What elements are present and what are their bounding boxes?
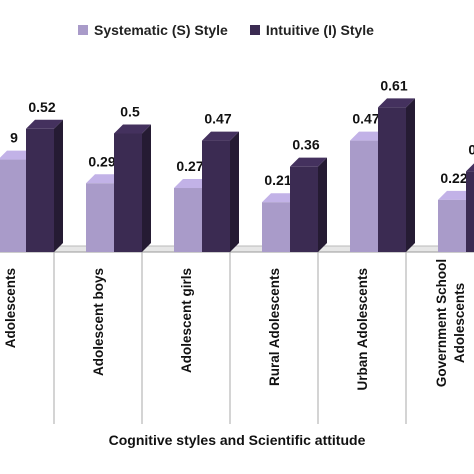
data-label-intuitive-0: 0.52: [28, 99, 55, 115]
x-axis-title: Cognitive styles and Scientific attitude: [108, 432, 366, 448]
data-label-systematic-5: 0.22: [440, 170, 467, 186]
data-label-intuitive-5: 0.34: [468, 141, 474, 157]
category-label-5: Government School Adolescents: [434, 259, 467, 387]
data-label-systematic-1: 0.29: [88, 153, 115, 169]
legend: Systematic (S) Style Intuitive (I) Style: [78, 22, 396, 38]
legend-label-intuitive: Intuitive (I) Style: [265, 22, 374, 38]
data-label-intuitive-1: 0.5: [120, 104, 140, 120]
category-label-4: Urban Adolescents: [355, 268, 370, 391]
data-label-systematic-4: 0.47: [352, 111, 379, 127]
category-label-3: Rural Adolescents: [267, 268, 282, 386]
bar-intuitive-0: [26, 119, 63, 252]
data-label-systematic-2: 0.27: [176, 158, 203, 174]
data-label-systematic-0: 9: [10, 130, 18, 146]
bar-intuitive-1: [114, 124, 151, 252]
bar-intuitive-2: [202, 131, 239, 252]
category-label-1: Adolescent boys: [91, 268, 106, 376]
bar-intuitive-3: [290, 157, 327, 252]
legend-swatch-systematic: [78, 25, 88, 35]
data-label-intuitive-3: 0.36: [292, 137, 319, 153]
bar-intuitive-5: [466, 163, 474, 252]
bar-intuitive-4: [378, 98, 415, 253]
data-label-intuitive-2: 0.47: [204, 111, 231, 127]
data-label-systematic-3: 0.21: [264, 172, 291, 188]
legend-item-systematic: Systematic (S) Style: [78, 22, 228, 38]
legend-swatch-intuitive: [249, 25, 260, 35]
category-label-2: Adolescent girls: [179, 268, 194, 373]
data-label-intuitive-4: 0.61: [380, 77, 407, 93]
category-label-0: Adolescents: [3, 268, 18, 348]
legend-label-systematic: Systematic (S) Style: [94, 22, 228, 38]
legend-item-intuitive: Intuitive (I) Style: [249, 22, 374, 38]
